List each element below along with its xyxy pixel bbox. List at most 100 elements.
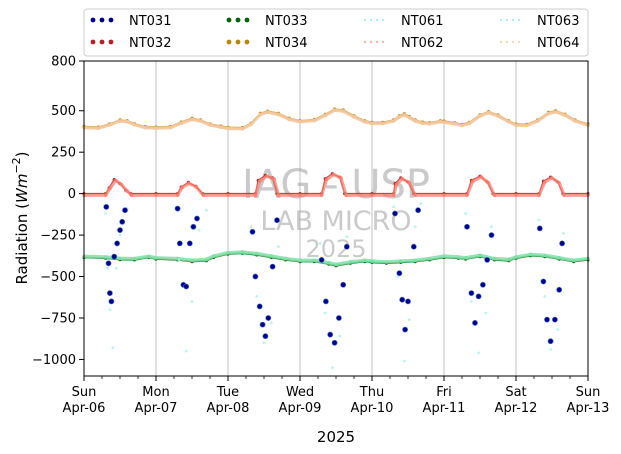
point-nt064 [363,120,367,124]
point-nt061 [255,295,259,298]
legend-marker [235,17,241,23]
point-nt064 [407,115,412,120]
point-nt061 [408,318,411,321]
legend-marker [226,17,232,23]
y-tick-label: −750 [40,311,76,326]
legend-label: NT031 [129,14,171,29]
point-nt061 [111,346,115,350]
point-nt061 [470,300,473,303]
point-nt061 [464,212,467,215]
point-nt061 [323,311,327,315]
legend-label: NT034 [265,36,307,51]
point-nt064 [370,121,374,126]
legend-marker [226,39,232,45]
legend-marker [363,18,367,22]
point-nt064 [496,114,500,118]
point-nt064 [478,114,482,118]
legend-marker [108,17,114,23]
point-nt063 [118,256,122,261]
point-nt031 [544,316,550,323]
x-tick-label-date: Apr-11 [423,401,466,416]
point-nt063 [154,255,158,260]
point-nt063 [478,253,482,258]
watermark: IAG - USP LAB MICRO 2025 [242,162,430,263]
point-nt063 [427,256,432,261]
point-nt063 [103,255,108,259]
legend-item-nt033: NT033 [226,14,307,29]
point-nt031 [556,286,563,293]
point-nt062 [319,193,324,198]
point-nt063 [147,254,151,259]
point-nt061 [338,334,341,338]
point-nt063 [557,255,561,260]
point-nt062 [253,193,258,198]
point-nt062 [413,193,418,198]
point-nt061 [549,348,552,351]
point-nt062 [492,193,497,198]
point-nt031 [536,225,543,232]
point-nt064 [460,123,464,128]
x-tick-label-weekday: Thu [359,385,384,400]
point-nt063 [442,254,446,258]
point-nt061 [104,212,107,215]
point-nt062 [332,172,336,177]
point-nt031 [269,263,276,270]
legend-marker [511,18,515,22]
legend-marker [505,40,509,44]
point-nt064 [219,125,223,129]
point-nt031 [392,210,398,217]
point-nt064 [118,119,122,123]
point-nt031 [340,281,347,288]
point-nt031 [318,256,325,263]
point-nt063 [269,254,274,258]
point-nt031 [105,260,112,267]
point-nt031 [183,283,190,290]
x-tick-label-weekday: Sun [576,385,601,400]
point-nt063 [190,258,194,263]
point-nt061 [249,225,253,229]
point-nt031 [468,290,475,296]
point-nt031 [343,243,350,250]
legend-frame [83,8,589,57]
x-tick-label-date: Apr-06 [63,401,106,416]
point-nt064 [312,118,317,123]
point-nt062 [125,189,129,193]
legend-label: NT061 [401,14,443,29]
point-nt064 [276,112,281,117]
y-axis-title-unit: Wm [13,174,31,203]
point-nt031 [119,218,126,225]
series-nt031 [103,203,565,346]
point-nt031 [488,232,495,238]
x-axis: SunApr-06MonApr-07TueApr-08WedApr-09ThuA… [63,376,609,416]
point-nt031 [108,298,115,305]
legend-marker [90,17,96,23]
point-nt031 [256,303,263,310]
grid-lines [155,61,517,376]
x-tick-label-weekday: Fri [436,385,452,400]
x-tick-label-weekday: Sat [505,385,526,400]
y-tick-label: 0 [68,187,76,202]
legend-item-nt031: NT031 [90,14,171,29]
plot-area: IAG - USP LAB MICRO 2025 [82,60,590,377]
point-nt061 [269,321,273,325]
point-nt064 [507,120,511,124]
point-nt061 [392,205,395,209]
point-nt064 [402,113,407,117]
point-nt031 [335,315,342,321]
point-nt064 [332,108,337,112]
point-nt031 [176,240,183,247]
point-nt063 [413,258,418,263]
point-nt064 [413,119,418,123]
point-nt062 [265,174,269,178]
point-nt064 [397,115,402,119]
point-nt064 [486,110,491,115]
y-tick-label: 500 [51,104,76,119]
point-nt031 [274,217,280,224]
watermark-line-1: IAG - USP [242,162,430,208]
point-nt064 [249,122,253,127]
legend-marker [244,39,250,45]
point-nt064 [391,119,396,123]
point-nt063 [528,252,533,257]
point-nt064 [107,123,111,127]
